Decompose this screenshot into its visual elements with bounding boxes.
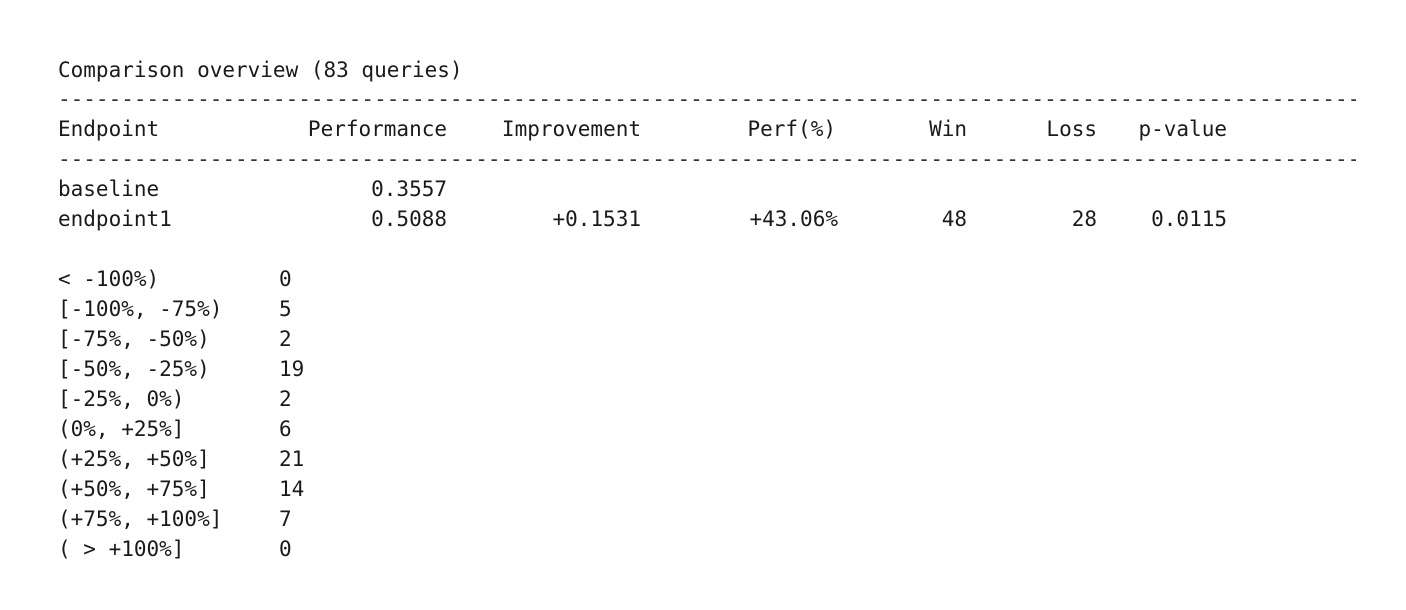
histogram-count: 5 (279, 297, 292, 321)
cell-improvement: +0.1531 (552, 207, 641, 231)
histogram-range: [-100%, -75%) (58, 297, 223, 321)
histogram-count: 14 (279, 477, 305, 501)
histogram-range: [-75%, -50%) (58, 327, 210, 351)
header-win: Win (929, 117, 967, 141)
header-perf-pct: Perf(%) (747, 117, 836, 141)
header-endpoint: Endpoint (58, 117, 160, 141)
histogram-count: 2 (279, 387, 292, 411)
histogram-count: 2 (279, 327, 292, 351)
cell-win (867, 174, 967, 204)
histogram-count: 7 (279, 507, 292, 531)
histogram-range: (+50%, +75%] (58, 477, 210, 501)
histogram-range: [-25%, 0%) (58, 387, 185, 411)
cell-endpoint: baseline (58, 177, 160, 201)
histogram-count: 0 (279, 537, 292, 561)
histogram-count: 19 (279, 357, 305, 381)
histogram-count: 6 (279, 417, 292, 441)
histogram-range: (+25%, +50%] (58, 447, 210, 471)
header-p-value: p-value (1138, 117, 1227, 141)
histogram-count: 0 (279, 267, 292, 291)
cell-perf-pct (638, 174, 838, 204)
header-improvement: Improvement (501, 117, 641, 141)
cell-improvement (441, 174, 641, 204)
cell-endpoint: endpoint1 (58, 207, 172, 231)
report-title: Comparison overview (83 queries) (58, 58, 463, 82)
cell-p-value (1027, 174, 1227, 204)
separator-top: ----------------------------------------… (58, 87, 1356, 111)
cell-loss: 28 (1071, 207, 1097, 231)
header-loss: Loss (1046, 117, 1097, 141)
histogram-range: < -100%) (58, 267, 160, 291)
histogram-range: (+75%, +100%] (58, 507, 223, 531)
histogram-count: 21 (279, 447, 305, 471)
cell-performance: 0.5088 (371, 207, 447, 231)
separator-header: ----------------------------------------… (58, 147, 1356, 171)
cell-performance: 0.3557 (371, 177, 447, 201)
histogram-range: [-50%, -25%) (58, 357, 210, 381)
header-performance: Performance (307, 117, 447, 141)
histogram-range: (0%, +25%] (58, 417, 185, 441)
cell-win: 48 (941, 207, 967, 231)
histogram-range: ( > +100%] (58, 537, 185, 561)
cell-p-value: 0.0115 (1151, 207, 1227, 231)
cell-perf-pct: +43.06% (749, 207, 838, 231)
